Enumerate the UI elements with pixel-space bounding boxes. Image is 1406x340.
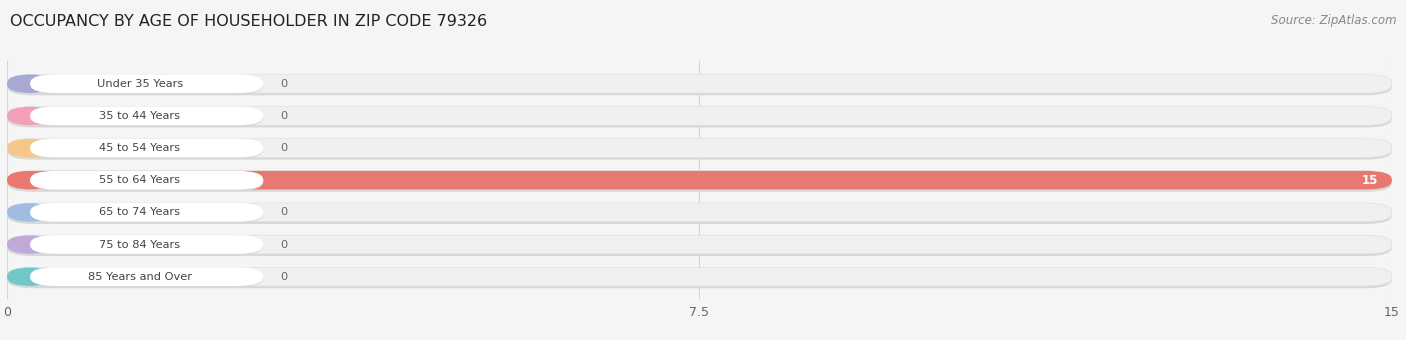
FancyBboxPatch shape	[7, 75, 263, 94]
FancyBboxPatch shape	[30, 106, 263, 125]
Text: Under 35 Years: Under 35 Years	[97, 79, 183, 89]
Text: 0: 0	[280, 111, 287, 121]
FancyBboxPatch shape	[7, 172, 263, 191]
Text: 55 to 64 Years: 55 to 64 Years	[100, 175, 180, 185]
Text: 0: 0	[280, 143, 287, 153]
FancyBboxPatch shape	[7, 140, 263, 158]
FancyBboxPatch shape	[7, 204, 263, 223]
FancyBboxPatch shape	[30, 171, 263, 189]
FancyBboxPatch shape	[7, 106, 53, 125]
Text: 15: 15	[1362, 174, 1378, 187]
FancyBboxPatch shape	[7, 267, 53, 286]
FancyBboxPatch shape	[7, 237, 1392, 256]
FancyBboxPatch shape	[7, 74, 1392, 93]
Text: 65 to 74 Years: 65 to 74 Years	[100, 207, 180, 217]
FancyBboxPatch shape	[30, 235, 263, 254]
Text: 0: 0	[280, 79, 287, 89]
Text: 75 to 84 Years: 75 to 84 Years	[100, 239, 180, 250]
FancyBboxPatch shape	[7, 235, 53, 254]
FancyBboxPatch shape	[7, 106, 1392, 125]
FancyBboxPatch shape	[7, 139, 53, 157]
FancyBboxPatch shape	[7, 270, 1392, 288]
Text: 0: 0	[280, 272, 287, 282]
FancyBboxPatch shape	[30, 267, 263, 286]
Text: OCCUPANCY BY AGE OF HOUSEHOLDER IN ZIP CODE 79326: OCCUPANCY BY AGE OF HOUSEHOLDER IN ZIP C…	[10, 14, 486, 29]
FancyBboxPatch shape	[7, 235, 1392, 254]
Text: Source: ZipAtlas.com: Source: ZipAtlas.com	[1271, 14, 1396, 27]
FancyBboxPatch shape	[7, 267, 1392, 286]
FancyBboxPatch shape	[7, 141, 1392, 159]
Text: 85 Years and Over: 85 Years and Over	[87, 272, 191, 282]
FancyBboxPatch shape	[7, 171, 1392, 189]
FancyBboxPatch shape	[7, 171, 1392, 189]
FancyBboxPatch shape	[30, 74, 263, 93]
Text: 45 to 54 Years: 45 to 54 Years	[100, 143, 180, 153]
FancyBboxPatch shape	[7, 76, 1392, 95]
FancyBboxPatch shape	[7, 236, 263, 255]
Text: 0: 0	[280, 239, 287, 250]
FancyBboxPatch shape	[7, 171, 53, 189]
FancyBboxPatch shape	[7, 203, 53, 222]
FancyBboxPatch shape	[7, 205, 1392, 224]
Text: 0: 0	[280, 207, 287, 217]
FancyBboxPatch shape	[7, 108, 263, 126]
FancyBboxPatch shape	[7, 269, 263, 287]
FancyBboxPatch shape	[7, 139, 1392, 157]
Text: 35 to 44 Years: 35 to 44 Years	[100, 111, 180, 121]
FancyBboxPatch shape	[7, 74, 53, 93]
FancyBboxPatch shape	[30, 203, 263, 222]
FancyBboxPatch shape	[7, 203, 1392, 222]
FancyBboxPatch shape	[7, 109, 1392, 128]
FancyBboxPatch shape	[30, 139, 263, 157]
FancyBboxPatch shape	[7, 173, 1392, 192]
